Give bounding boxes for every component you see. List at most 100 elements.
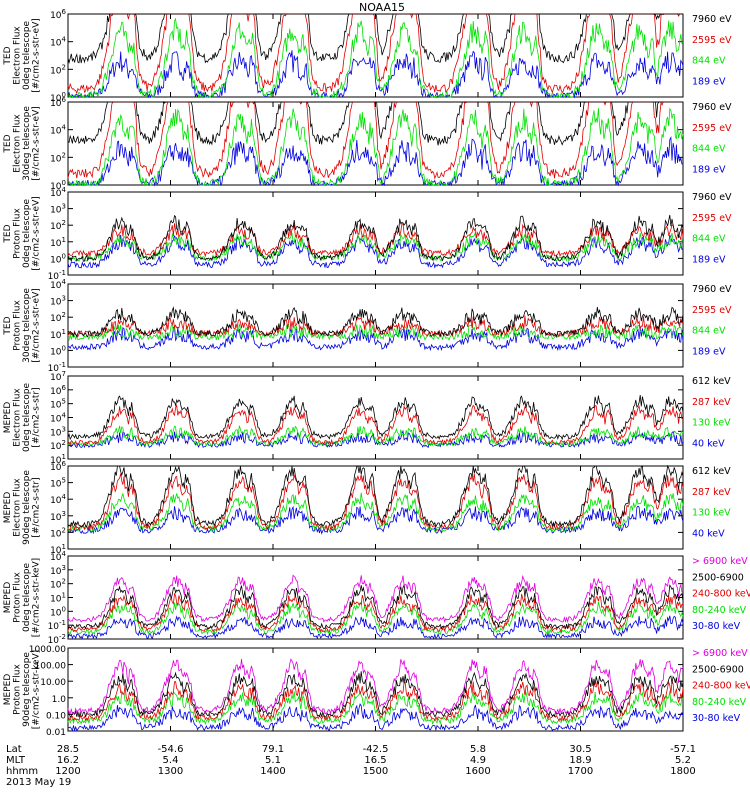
x-tick-label-lat: -57.1 xyxy=(670,744,696,755)
y-axis-label: TED Electron Flux 0deg telescope [#/cm2-s-s… xyxy=(3,18,42,93)
panel-frame xyxy=(67,13,684,98)
y-tick-label: 1000.00 xyxy=(29,645,66,655)
legend-entry: > 6900 keV xyxy=(692,556,748,567)
y-axis-label: MEPED Electron Flux 0deg telescope [#/cm2-s… xyxy=(3,383,42,453)
legend-entry: 40 keV xyxy=(692,529,725,540)
y-axis-label-line: 30deg telescope xyxy=(22,288,32,363)
y-axis-label: TED Electron Flux 30deg telescope [#/cm2-s-… xyxy=(3,106,42,181)
series-line xyxy=(67,584,684,630)
y-axis-label-line: [#/cm2-s-str-keV] xyxy=(32,558,42,637)
y-tick-label: 102 xyxy=(50,526,66,539)
y-axis-label-line: 90deg telescope xyxy=(22,652,32,727)
y-tick-label: 100 xyxy=(50,91,66,104)
legend-entry: 2500-6900 xyxy=(692,664,744,675)
series-line xyxy=(67,100,683,180)
legend-entry: 189 eV xyxy=(692,255,726,266)
series-line xyxy=(67,658,684,715)
x-tick-label-hhmm: 1200 xyxy=(55,766,80,777)
y-tick-label: 106 xyxy=(50,460,66,473)
y-tick-label: 106 xyxy=(50,384,66,397)
y-tick-label: 106 xyxy=(50,8,66,21)
x-date: 2013 May 19 xyxy=(6,777,71,788)
y-tick-label: 102 xyxy=(50,439,66,452)
series-line xyxy=(67,680,684,722)
x-row-label-mlt: MLT xyxy=(6,755,26,766)
legend-entry: 189 eV xyxy=(692,77,726,88)
legend-entry: 612 keV xyxy=(692,466,731,477)
y-tick-label: 107 xyxy=(50,370,66,383)
panel-frame xyxy=(67,283,684,368)
series-line xyxy=(67,50,684,99)
panel-frame xyxy=(67,375,684,460)
series-line xyxy=(67,17,684,99)
series-line xyxy=(67,615,684,640)
y-axis-label-line: MEPED xyxy=(3,492,13,524)
legend-entry: 2595 eV xyxy=(692,123,732,134)
y-tick-label: 104 xyxy=(50,278,66,291)
x-tick-label-lat: -54.6 xyxy=(158,744,184,755)
y-axis-label-line: Electron Flux xyxy=(13,388,23,447)
y-axis-label-line: Proton Flux xyxy=(13,300,23,351)
y-tick-label: 103 xyxy=(50,295,66,308)
panel-6: 101 102 103 104 105 106 MEPED Electron Flux 90de… xyxy=(3,460,731,556)
x-tick-label-lat: 30.5 xyxy=(569,744,591,755)
series-line xyxy=(67,404,684,446)
legend-entry: 2595 eV xyxy=(692,35,732,46)
y-axis-label-line: TED xyxy=(3,316,13,335)
series-line xyxy=(67,689,684,726)
y-axis-label: MEPED Proton Flux 90deg telescope [#/cm2-s-… xyxy=(3,650,42,729)
y-tick-label: 10-2 xyxy=(48,633,66,646)
legend-entry: 80-240 keV xyxy=(692,697,747,708)
y-tick-label: 104 xyxy=(50,412,66,425)
series-line xyxy=(67,214,684,263)
x-tick-label-hhmm: 1400 xyxy=(260,766,285,777)
y-tick-label: 102 xyxy=(50,63,66,76)
y-tick-label: 102 xyxy=(50,219,66,232)
y-axis-label-line: TED xyxy=(3,134,13,153)
x-tick-label-mlt: 5.1 xyxy=(265,755,281,766)
series-line xyxy=(67,315,684,338)
panel-3: 10-1 100 101 102 103 104 TED Proton Flux 0deg te… xyxy=(3,186,732,282)
y-tick-label: 101 xyxy=(50,543,66,556)
y-tick-label: 103 xyxy=(50,425,66,438)
y-tick-label: 0.10 xyxy=(46,711,66,721)
y-axis-label-line: MEPED xyxy=(3,582,13,614)
series-line xyxy=(67,505,684,535)
panels: 100 102 104 106 TED Electron Flux 0deg telesco… xyxy=(3,8,750,738)
series-line xyxy=(67,306,684,338)
y-axis-label-line: [#/cm2-s-str-eV] xyxy=(32,18,42,93)
y-tick-label: 100 xyxy=(50,252,66,265)
figure-title: NOAA15 xyxy=(359,1,405,14)
legend-entry: 287 keV xyxy=(692,487,731,498)
y-tick-label: 101 xyxy=(50,328,66,341)
y-axis-label-line: [#/cm2-s-str-eV] xyxy=(32,106,42,181)
legend-entry: 844 eV xyxy=(692,144,726,155)
series-line xyxy=(67,322,684,342)
y-tick-label: 102 xyxy=(50,311,66,324)
x-tick-label-lat: 5.8 xyxy=(470,744,486,755)
legend-entry: 2595 eV xyxy=(692,213,732,224)
y-tick-label: 104 xyxy=(50,124,66,137)
legend-entry: 7960 eV xyxy=(692,192,732,203)
y-tick-label: 102 xyxy=(50,151,66,164)
y-tick-label: 10-1 xyxy=(48,361,66,374)
legend-entry: 189 eV xyxy=(692,347,726,358)
legend-entry: 40 keV xyxy=(692,439,725,450)
legend-entry: 7960 eV xyxy=(692,14,732,25)
x-tick-label-hhmm: 1700 xyxy=(568,766,593,777)
y-tick-label: 103 xyxy=(50,203,66,216)
series-line xyxy=(67,592,684,633)
y-axis-label-line: [#/cm2-s-str-keV] xyxy=(32,650,42,729)
y-axis-label-line: MEPED xyxy=(3,402,13,434)
series-line xyxy=(67,464,684,528)
y-axis-label-line: [#/cm2-s-str] xyxy=(32,387,42,447)
y-tick-label: 105 xyxy=(50,398,66,411)
legend-entry: 844 eV xyxy=(692,234,726,245)
series-line xyxy=(67,223,684,258)
x-tick-label-mlt: 16.5 xyxy=(364,755,386,766)
y-tick-label: 105 xyxy=(50,477,66,490)
legend-entry: 7960 eV xyxy=(692,102,732,113)
y-tick-label: 103 xyxy=(50,564,66,577)
y-tick-label: 100 xyxy=(50,605,66,618)
